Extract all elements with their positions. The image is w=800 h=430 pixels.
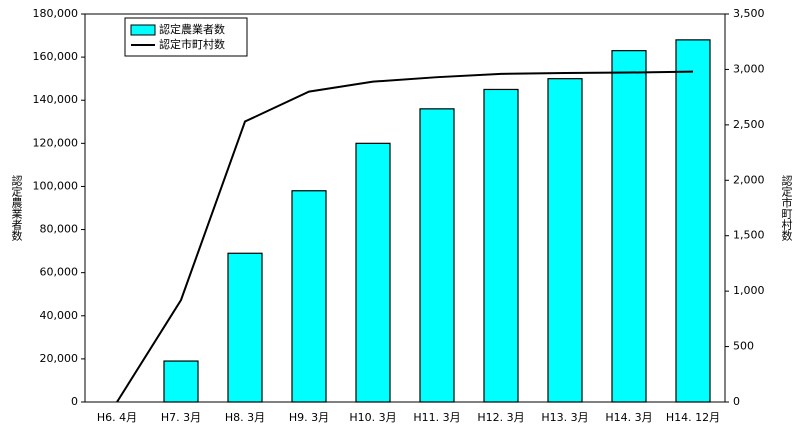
y-tick-label: 120,000 [33,136,79,149]
y-tick-label: 140,000 [33,93,79,106]
y2-tick-label: 2,000 [733,173,765,186]
y-tick-label: 40,000 [40,309,79,322]
x-tick-label: H13. 3月 [541,411,588,424]
bar [611,50,647,403]
y2-tick-label: 500 [733,340,754,353]
x-tick-label: H12. 3月 [477,411,524,424]
bar [547,78,583,403]
y2-tick-label: 1,500 [733,229,765,242]
bar [355,142,391,403]
bar [163,360,199,403]
y-tick-label: 20,000 [40,352,79,365]
x-tick-label: H10. 3月 [349,411,396,424]
y2-axis-title: 認定市町村数 [780,174,793,242]
y2-tick-label: 0 [733,395,740,408]
bar [483,88,519,403]
y2-tick-label: 1,000 [733,284,765,297]
line [116,70,694,403]
legend-box [124,17,248,57]
x-tick-label: H11. 3月 [413,411,460,424]
y-axis-title: 認定農業者数 [10,174,23,242]
x-tick-label: H7. 3月 [161,411,201,424]
y-tick-label: 100,000 [33,179,79,192]
bar [227,252,263,403]
y2-tick-label: 2,500 [733,118,765,131]
plot-frame [84,13,726,403]
y2-tick-label: 3,500 [733,7,765,20]
x-tick-label: H14. 3月 [605,411,652,424]
x-tick-label: H14. 12月 [666,411,720,424]
x-tick-label: H9. 3月 [289,411,329,424]
x-tick-label: H6. 4月 [97,411,137,424]
x-tick-label: H8. 3月 [225,411,265,424]
legend-swatch [130,24,156,36]
y-tick-label: 0 [71,395,78,408]
legend-label: 認定農業者数 [159,22,225,36]
y-tick-label: 60,000 [40,266,79,279]
y-tick-label: 80,000 [40,223,79,236]
legend-label: 認定市町村数 [159,37,225,51]
y-tick-label: 180,000 [33,7,79,20]
y2-tick-label: 3,000 [733,62,765,75]
bar [675,39,711,403]
bar [419,108,455,403]
bar [291,190,327,403]
y-tick-label: 160,000 [33,50,79,63]
